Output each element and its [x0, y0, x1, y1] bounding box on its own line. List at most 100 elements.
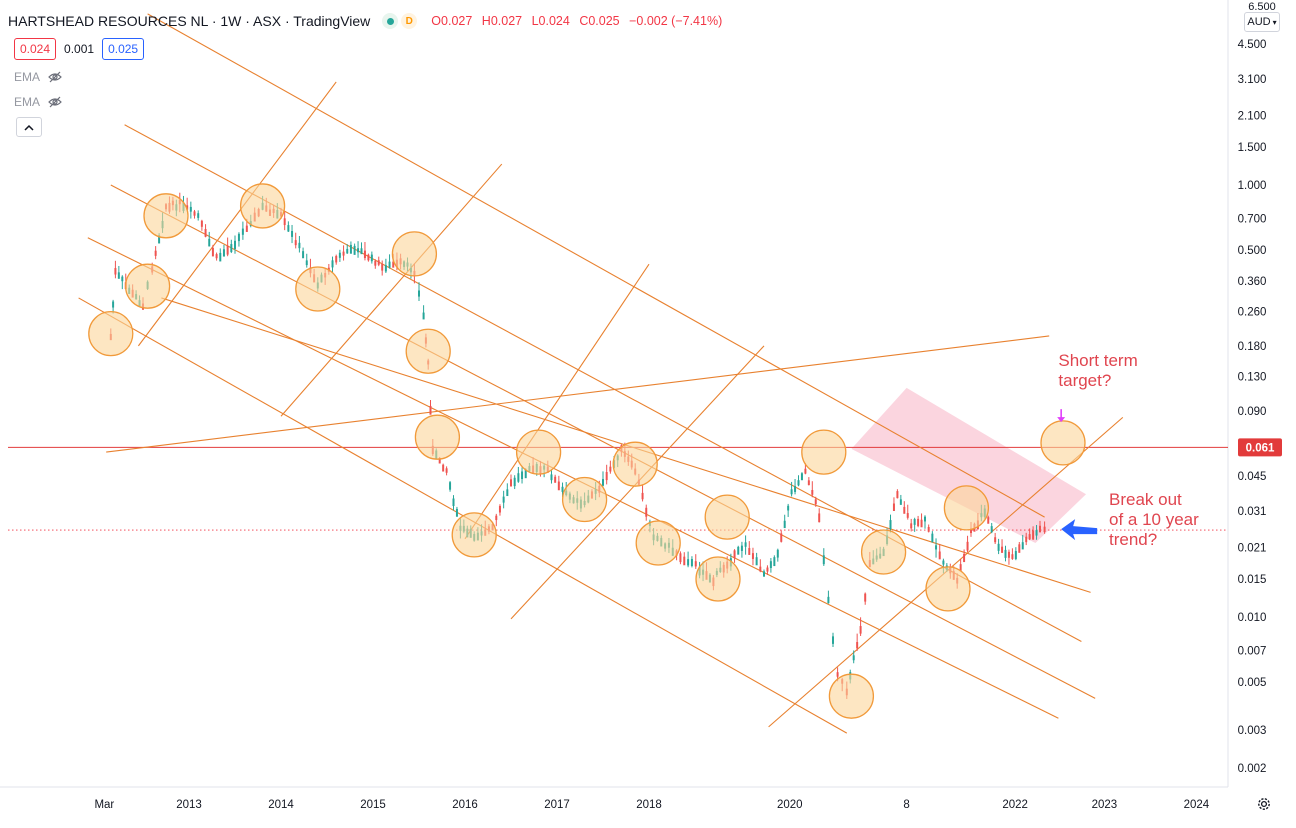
- price-bar: [211, 248, 214, 257]
- x-tick-label: 2020: [777, 799, 803, 811]
- price-bar: [942, 560, 945, 565]
- price-bar: [305, 260, 308, 266]
- price-bar: [859, 626, 862, 634]
- market-open-icon: [382, 13, 399, 29]
- bid-price-button[interactable]: 0.024: [14, 38, 57, 60]
- x-tick-label: 2018: [636, 799, 662, 811]
- price-bar: [811, 489, 814, 495]
- price-bar: [959, 564, 962, 572]
- price-bar: [814, 499, 817, 505]
- target-zone: [851, 387, 1086, 543]
- channel-line: [110, 184, 1096, 699]
- price-bar: [363, 250, 366, 259]
- price-bar: [737, 546, 740, 555]
- symbol-title[interactable]: HARTSHEAD RESOURCES NL · 1W · ASX · Trad…: [8, 13, 371, 29]
- price-bar: [521, 471, 524, 480]
- highlight-circle: [124, 263, 171, 309]
- channel-line: [147, 13, 1045, 518]
- price-bar: [899, 499, 902, 505]
- x-tick-label: 2024: [1184, 799, 1210, 811]
- y-tick-label: 0.090: [1238, 406, 1267, 418]
- highlight-circle: [414, 414, 461, 460]
- indicator-ema-2[interactable]: EMA: [14, 95, 62, 109]
- price-bar: [241, 228, 244, 235]
- price-bar: [913, 519, 916, 525]
- price-bar: [740, 545, 743, 551]
- currency-selector[interactable]: AUD ▾: [1244, 12, 1280, 32]
- price-bar: [889, 520, 892, 529]
- x-tick-label: 8: [903, 799, 909, 811]
- ask-price-button[interactable]: 0.025: [102, 38, 145, 60]
- price-bar: [370, 254, 373, 262]
- price-bar: [790, 489, 793, 495]
- price-bar: [550, 474, 553, 481]
- ohlc-values: O0.027 H0.027 L0.024 C0.025 −0.002 (−7.4…: [431, 14, 728, 28]
- y-tick-label: 0.007: [1238, 645, 1267, 657]
- eye-off-icon[interactable]: [48, 71, 62, 83]
- price-bar: [381, 264, 384, 271]
- price-bar: [994, 537, 997, 543]
- price-bar: [609, 466, 612, 472]
- price-bar: [208, 238, 211, 247]
- price-bar: [755, 557, 758, 566]
- price-bar: [924, 516, 926, 522]
- price-bar: [1018, 544, 1021, 553]
- price-bar: [455, 508, 458, 517]
- annotation-text: of a 10 year: [1109, 510, 1199, 529]
- price-bar: [360, 248, 363, 255]
- price-bar: [234, 240, 236, 249]
- price-bar: [927, 526, 930, 532]
- price-bar: [193, 211, 196, 216]
- x-tick-label: 2015: [360, 799, 386, 811]
- price-bar: [506, 489, 509, 497]
- price-bar: [836, 672, 839, 677]
- price-bar: [683, 556, 686, 566]
- price-bar: [557, 481, 560, 491]
- price-bar: [338, 252, 341, 258]
- indicator-label: EMA: [14, 70, 41, 84]
- highlight-circle: [925, 566, 971, 612]
- price-bar: [910, 523, 913, 529]
- price-bar: [822, 555, 825, 565]
- gear-icon[interactable]: [1256, 796, 1272, 812]
- indicator-ema-1[interactable]: EMA: [14, 70, 62, 84]
- price-bar: [1001, 546, 1004, 553]
- price-bar: [388, 261, 391, 268]
- price-bar: [641, 492, 644, 500]
- annotation-text: target?: [1058, 371, 1111, 390]
- y-tick-label: 4.500: [1238, 39, 1267, 51]
- price-bar: [117, 272, 120, 279]
- price-bar: [237, 233, 240, 242]
- x-tick-label: Mar: [94, 799, 114, 811]
- highlight-circle: [515, 429, 562, 475]
- price-bar: [219, 252, 222, 262]
- price-bar: [931, 533, 934, 543]
- price-bar: [377, 260, 380, 265]
- price-bar: [438, 458, 441, 464]
- price-bar: [442, 464, 445, 472]
- price-bar: [230, 244, 233, 252]
- price-bar: [197, 213, 200, 218]
- price-bar: [787, 505, 790, 511]
- highlight-circle: [143, 193, 189, 239]
- price-bar: [776, 549, 779, 558]
- price-bar: [1021, 542, 1024, 550]
- price-bar: [200, 220, 203, 227]
- price-bar: [797, 480, 800, 486]
- price-bar: [367, 254, 370, 261]
- y-tick-label: 0.005: [1238, 677, 1267, 689]
- eye-off-icon[interactable]: [48, 96, 62, 108]
- y-tick-label: 0.015: [1238, 574, 1267, 586]
- price-bar: [1025, 536, 1028, 543]
- price-bar: [1028, 534, 1031, 540]
- price-bar: [342, 251, 345, 256]
- price-bar: [780, 533, 783, 542]
- price-bar: [783, 520, 786, 529]
- price-bar: [513, 477, 516, 487]
- chevron-up-icon: [24, 124, 34, 131]
- collapse-legend-button[interactable]: [16, 117, 42, 137]
- price-bar: [864, 593, 867, 602]
- price-bar: [189, 206, 192, 212]
